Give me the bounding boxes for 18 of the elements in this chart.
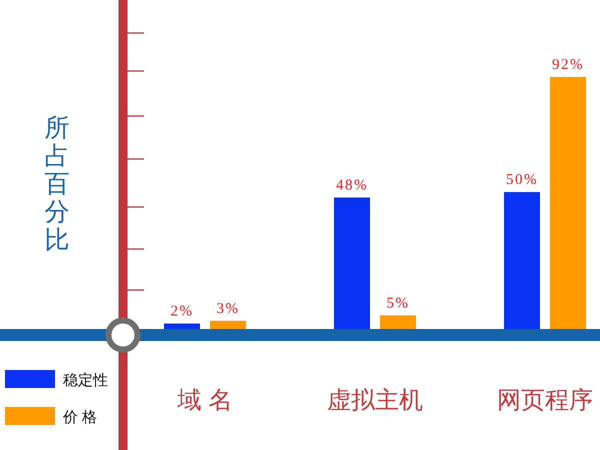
y-axis-title: 所占百分比 [44,114,70,254]
data-label: 5% [386,295,410,312]
data-label: 48% [336,178,368,194]
bar [380,315,416,329]
bar [504,192,540,329]
data-label: 2% [170,304,194,320]
data-label: 3% [216,300,240,317]
bar [334,198,370,329]
data-label: 50% [506,172,538,188]
bar [164,324,200,329]
x-tick-label: 网页程序 [497,387,593,414]
x-tick-label: 域 名 [176,387,232,414]
data-label: 92% [552,57,584,73]
bar [210,320,246,329]
legend-label: 稳定性 [63,372,108,389]
x-tick-label: 虚拟主机 [327,387,423,414]
bar [550,77,586,329]
legend-label: 价 格 [62,409,98,426]
